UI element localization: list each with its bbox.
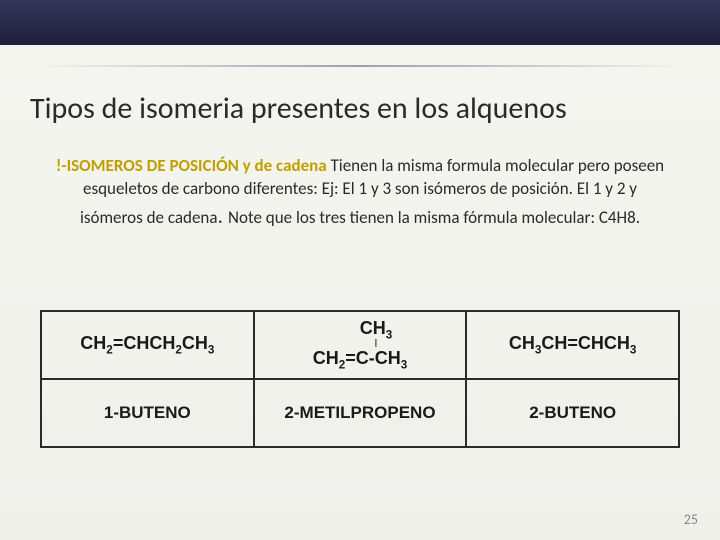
isomer-table: CH2=CHCH2CH3 CH3 ǀ CH2=C-CH3 CH3CH=CHCH3… [40,310,680,448]
formula-row: CH2=CHCH2CH3 CH3 ǀ CH2=C-CH3 CH3CH=CHCH3 [41,311,679,379]
body-rest2: Note que los tres tienen la misma fórmul… [228,207,640,228]
cell-name-2: 2-METILPROPENO [254,379,467,447]
big-period: . [218,202,229,229]
highlight-term: !-ISOMEROS DE POSICIÓN y de cadena [56,155,327,176]
slide-title: Tipos de isomeria presentes en los alque… [30,90,690,127]
name-row: 1-BUTENO 2-METILPROPENO 2-BUTENO [41,379,679,447]
divider-line [30,65,690,67]
cell-name-3: 2-BUTENO [466,379,679,447]
body-paragraph: !-ISOMEROS DE POSICIÓN y de cadena Tiene… [55,155,665,231]
page-number: 25 [684,511,698,528]
cell-formula-3: CH3CH=CHCH3 [466,311,679,379]
header-band [0,0,720,45]
cell-name-1: 1-BUTENO [41,379,254,447]
cell-formula-2: CH3 ǀ CH2=C-CH3 [254,311,467,379]
cell-formula-1: CH2=CHCH2CH3 [41,311,254,379]
